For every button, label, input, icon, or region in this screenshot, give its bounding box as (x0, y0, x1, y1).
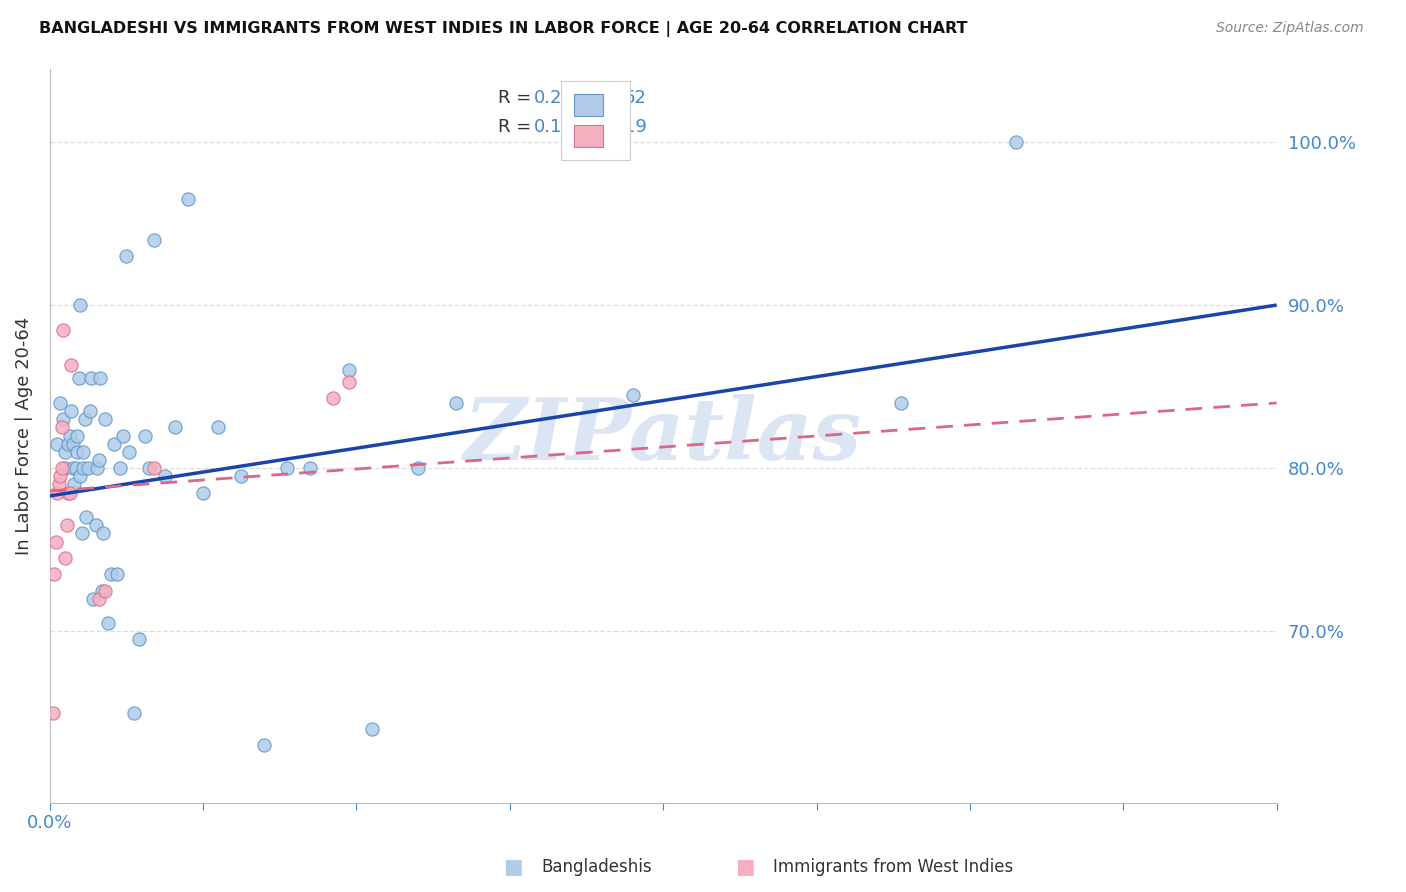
Point (59, 428, 82, 442)
Point (77, 461, 100, 475)
Y-axis label: In Labor Force | Age 20-64: In Labor Force | Age 20-64 (15, 317, 32, 555)
Text: Bangladeshis: Bangladeshis (541, 858, 652, 876)
Point (165, 420, 187, 434)
Point (143, 233, 166, 247)
Point (360, 722, 382, 736)
Point (46, 485, 69, 500)
Point (276, 461, 298, 475)
Point (143, 461, 166, 475)
Point (62, 461, 84, 475)
Legend: , : , (561, 81, 630, 160)
Text: ■: ■ (503, 857, 523, 877)
Point (231, 469, 253, 483)
Point (45, 534, 67, 549)
Point (49, 396, 72, 410)
Text: N =: N = (586, 89, 637, 107)
Point (115, 249, 138, 263)
Point (69, 298, 91, 312)
Point (89, 371, 111, 385)
Point (87, 591, 110, 606)
Point (65, 461, 87, 475)
Point (87, 453, 110, 467)
Point (69, 469, 91, 483)
Point (128, 632, 150, 647)
Point (56, 485, 79, 500)
Point (138, 461, 160, 475)
Point (1005, 135, 1028, 149)
Text: 0.287: 0.287 (534, 89, 586, 107)
Point (153, 469, 176, 483)
Text: ■: ■ (735, 857, 755, 877)
Point (253, 739, 276, 753)
Point (94, 583, 117, 598)
Text: 0.126: 0.126 (534, 119, 586, 136)
Point (55, 518, 77, 533)
Point (337, 363, 360, 377)
Point (49, 469, 72, 483)
Point (103, 436, 125, 450)
Point (84, 518, 107, 533)
Point (82, 591, 104, 606)
Point (299, 461, 322, 475)
Point (122, 706, 145, 720)
Point (134, 428, 156, 442)
Text: Source: ZipAtlas.com: Source: ZipAtlas.com (1216, 21, 1364, 36)
Point (93, 526, 115, 541)
Point (51, 461, 73, 475)
Point (62, 436, 84, 450)
Point (112, 428, 135, 442)
Point (42, 706, 65, 720)
Point (59, 485, 82, 500)
Point (80, 371, 103, 385)
Text: 62: 62 (624, 89, 647, 107)
Point (52, 412, 75, 426)
Point (86, 461, 108, 475)
Point (444, 396, 467, 410)
Point (53, 461, 76, 475)
Point (76, 510, 98, 524)
Point (67, 371, 90, 385)
Text: R =: R = (498, 119, 537, 136)
Point (890, 396, 912, 410)
Text: N =: N = (586, 119, 637, 136)
Text: Immigrants from West Indies: Immigrants from West Indies (773, 858, 1014, 876)
Text: 19: 19 (624, 119, 647, 136)
Point (105, 567, 128, 582)
Point (337, 375, 360, 389)
Point (56, 436, 79, 450)
Point (621, 388, 644, 402)
Point (60, 359, 83, 373)
Point (177, 192, 200, 206)
Point (60, 404, 83, 418)
Point (322, 391, 344, 405)
Point (94, 412, 117, 426)
Text: BANGLADESHI VS IMMIGRANTS FROM WEST INDIES IN LABOR FORCE | AGE 20-64 CORRELATIO: BANGLADESHI VS IMMIGRANTS FROM WEST INDI… (39, 21, 967, 37)
Point (79, 404, 101, 418)
Text: ZIPatlas: ZIPatlas (464, 393, 862, 477)
Point (51, 420, 73, 434)
Point (63, 477, 86, 491)
Point (97, 616, 120, 631)
Point (46, 436, 69, 450)
Point (406, 461, 429, 475)
Point (118, 445, 141, 459)
Point (66, 428, 89, 442)
Point (207, 420, 229, 434)
Point (53, 445, 76, 459)
Point (72, 461, 94, 475)
Point (52, 322, 75, 336)
Point (72, 445, 94, 459)
Point (48, 477, 70, 491)
Point (73, 412, 96, 426)
Point (110, 461, 132, 475)
Point (53, 550, 76, 565)
Point (66, 445, 89, 459)
Point (90, 583, 112, 598)
Point (70, 526, 93, 541)
Point (44, 567, 66, 582)
Point (191, 485, 214, 500)
Point (100, 567, 122, 582)
Text: R =: R = (498, 89, 537, 107)
